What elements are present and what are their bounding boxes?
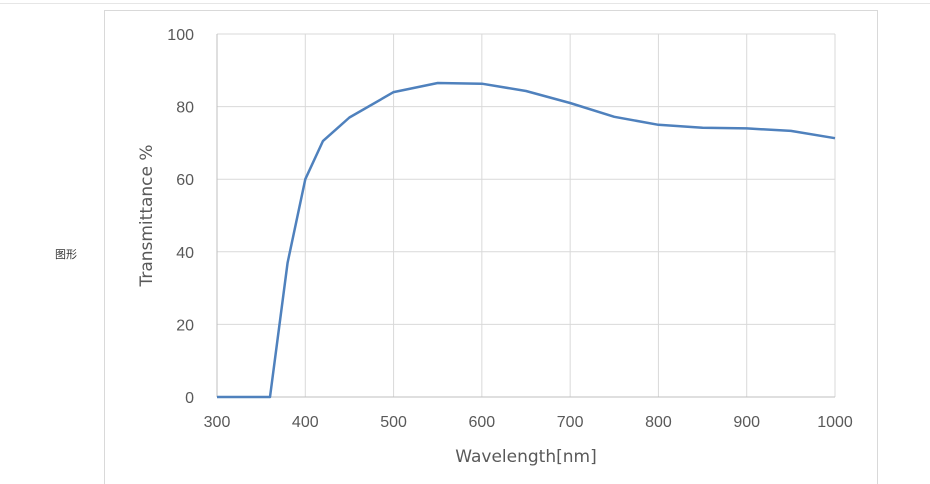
y-tick-label: 100 [167, 27, 194, 44]
series-layer [217, 81, 836, 399]
top-divider [0, 3, 930, 4]
x-tick-label: 900 [733, 414, 760, 431]
x-tick-label: 400 [292, 414, 319, 431]
chart-frame [104, 10, 878, 484]
figure-side-label: 图形 [55, 248, 77, 261]
y-tick-label: 20 [176, 317, 194, 334]
x-tick-label: 700 [557, 414, 584, 431]
y-tick-label: 0 [185, 390, 194, 407]
x-tick-label: 1000 [817, 414, 853, 431]
series-line [217, 81, 836, 399]
y-axis-title: Transmittance % [137, 144, 157, 287]
x-tick-label: 300 [204, 414, 231, 431]
x-tick-label: 800 [645, 414, 672, 431]
y-tick-label: 40 [176, 245, 194, 262]
x-tick-label: 500 [380, 414, 407, 431]
y-tick-label: 80 [176, 100, 194, 117]
x-axis-title: Wavelength[nm] [455, 447, 596, 467]
axis-layer [216, 34, 835, 398]
y-tick-label: 60 [176, 172, 194, 189]
grid-layer [217, 33, 836, 397]
x-tick-label: 600 [469, 414, 496, 431]
tick-labels: 0 20 40 60 80 100 300 400 500 600 700 800 900 1000 [167, 27, 853, 431]
